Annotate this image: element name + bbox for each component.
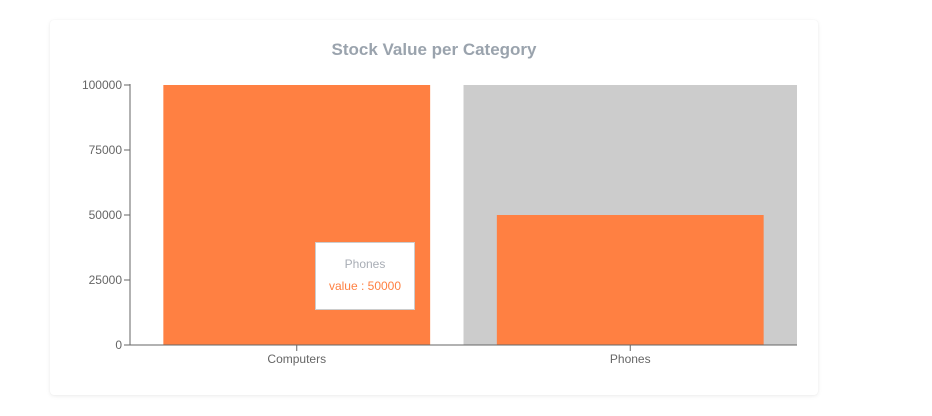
chart-title: Stock Value per Category bbox=[331, 40, 537, 59]
y-tick-label: 100000 bbox=[82, 78, 122, 92]
y-tick-label: 75000 bbox=[89, 143, 123, 157]
chart-tooltip: Phones value : 50000 bbox=[315, 242, 415, 310]
x-tick-label: Computers bbox=[267, 352, 326, 366]
bar-phones[interactable] bbox=[496, 215, 764, 345]
y-tick-label: 25000 bbox=[89, 273, 123, 287]
y-tick-label: 0 bbox=[115, 338, 122, 352]
y-tick-label: 50000 bbox=[89, 208, 123, 222]
x-tick-label: Phones bbox=[610, 352, 651, 366]
bar-chart: 0 25000 50000 75000 100000 Computers Phones bbox=[82, 78, 797, 366]
tooltip-value: value : 50000 bbox=[328, 279, 402, 293]
chart-card: Stock Value per Category 0 25000 50000 7500… bbox=[50, 20, 818, 395]
tooltip-label: Phones bbox=[344, 257, 386, 271]
